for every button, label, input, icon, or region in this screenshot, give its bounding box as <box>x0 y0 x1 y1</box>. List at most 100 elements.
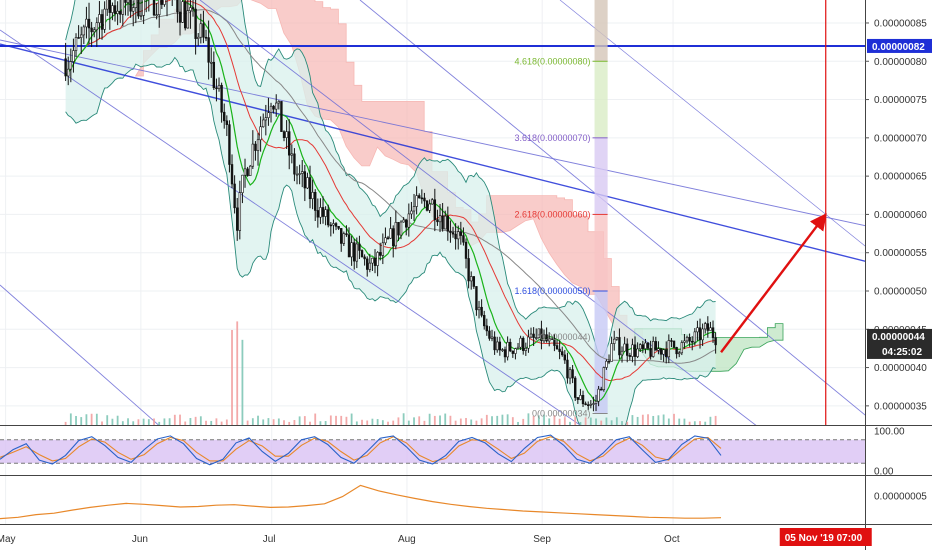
horizontal-line-price-label: 0.00000082 <box>872 42 925 53</box>
candle-body <box>103 8 106 30</box>
candle-body <box>181 1 184 23</box>
candle-body <box>366 258 369 270</box>
volume-bar <box>303 416 306 425</box>
candle-body <box>139 15 143 17</box>
candle-body <box>472 276 476 287</box>
candle-body <box>280 101 283 132</box>
candle-body <box>230 164 234 185</box>
volume-bar <box>537 415 540 425</box>
volume-bar <box>647 414 649 425</box>
volume-bar <box>491 416 493 425</box>
candle-body <box>550 338 554 340</box>
candle-body <box>688 336 691 342</box>
oscillator-axis[interactable]: 0.00000005 <box>874 492 927 503</box>
candle-body <box>319 207 322 218</box>
volume-bar <box>215 418 218 425</box>
stochastic-axis[interactable]: 100.00 0.00 <box>874 427 905 478</box>
candle-body <box>529 333 533 338</box>
volume-bar <box>574 416 577 425</box>
bollinger-lower <box>65 56 716 425</box>
candle-body <box>212 61 216 89</box>
volume-bar <box>267 418 270 425</box>
candle-body <box>77 37 80 39</box>
candle-body <box>269 105 273 113</box>
horizontal-line-price-tag: 0.00000082 <box>867 38 932 53</box>
candle-body <box>64 58 67 77</box>
candle-body <box>95 22 99 31</box>
candle-body <box>337 226 340 229</box>
fib-band <box>594 61 608 138</box>
candle-body <box>548 338 551 342</box>
candle-body <box>696 327 699 333</box>
candle-body <box>425 200 429 211</box>
candle-body <box>592 403 595 405</box>
candle-body <box>584 403 587 406</box>
candle-body <box>360 250 364 258</box>
candle-body <box>659 348 663 355</box>
candle-body <box>308 177 312 200</box>
candle-body <box>298 173 301 175</box>
bar-countdown-label: 04:25:02 <box>882 347 922 358</box>
price-candles <box>64 0 717 412</box>
volume-bar <box>511 417 514 425</box>
candle-body <box>433 199 437 221</box>
target-arrow[interactable] <box>720 213 827 353</box>
price-tick-label: 0.00000075 <box>874 95 927 106</box>
candle-body <box>394 222 398 247</box>
candle-body <box>685 336 689 342</box>
channel-line <box>0 43 865 262</box>
candle-body <box>158 0 161 16</box>
candle-body <box>126 0 130 3</box>
candle-body <box>581 395 585 405</box>
fib-partial-label: (0.00000044) <box>537 332 591 342</box>
candle-body <box>610 343 613 362</box>
candle-body <box>459 231 463 236</box>
candle-body <box>607 360 611 363</box>
volume-bar <box>366 420 369 425</box>
volume-bar <box>80 417 83 425</box>
candle-body <box>301 171 304 174</box>
volume-bar <box>433 415 436 425</box>
volume-bar <box>522 418 525 425</box>
volume-bar <box>563 417 566 425</box>
volume-bar <box>387 421 389 425</box>
volume-bar <box>527 413 530 425</box>
candle-body <box>594 400 598 404</box>
candle-body <box>132 7 135 12</box>
candle-body <box>100 14 104 30</box>
volume-bar <box>205 420 207 425</box>
candle-body <box>662 349 665 355</box>
volume-bar <box>589 417 592 425</box>
candle-body <box>644 342 647 349</box>
candle-body <box>467 258 470 282</box>
volume-bar <box>553 415 556 425</box>
candle-body <box>80 34 83 38</box>
candle-body <box>511 350 515 354</box>
candle-body <box>490 336 494 339</box>
candle-body <box>129 0 132 12</box>
channel-line <box>0 284 160 425</box>
time-axis[interactable]: May Jun Jul Aug Sep Oct <box>0 534 680 545</box>
candle-body <box>275 102 278 110</box>
volume-bar <box>179 414 181 425</box>
volume-bar <box>439 415 441 425</box>
candle-body <box>72 50 75 62</box>
candle-body <box>236 207 239 231</box>
candle-body <box>516 346 520 349</box>
candle-body <box>542 334 546 342</box>
candle-body <box>119 10 122 15</box>
candle-body <box>199 23 203 38</box>
volume-bar <box>293 420 296 425</box>
volume-bar <box>251 418 254 425</box>
stochastic-band <box>0 439 865 464</box>
fib-level-label: 0(0.00000034) <box>532 409 591 419</box>
volume-bar <box>631 415 634 425</box>
volume-bar <box>319 421 322 425</box>
candle-body <box>444 215 447 230</box>
volume-bar <box>517 421 519 425</box>
candle-body <box>98 14 101 24</box>
candle-body <box>233 183 236 209</box>
candle-body <box>215 87 218 90</box>
